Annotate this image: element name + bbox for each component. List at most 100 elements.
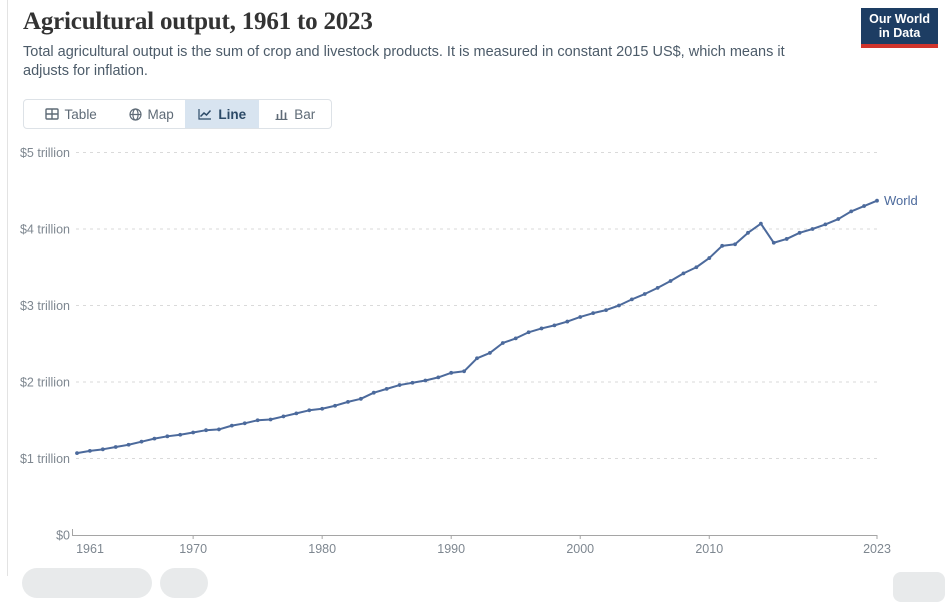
data-point[interactable] <box>475 356 479 361</box>
x-axis-label: 1990 <box>437 542 465 556</box>
series-end-label: World <box>884 193 918 208</box>
data-point[interactable] <box>397 383 402 387</box>
data-point[interactable] <box>204 428 208 433</box>
timeline-year-control[interactable] <box>160 568 208 598</box>
tab-line-label: Line <box>218 106 247 122</box>
data-point[interactable] <box>629 297 634 302</box>
data-point[interactable] <box>165 434 170 439</box>
data-point[interactable] <box>836 217 841 221</box>
data-point[interactable] <box>384 386 389 391</box>
tab-bar[interactable]: Bar <box>259 100 331 128</box>
data-point[interactable] <box>307 408 312 413</box>
line-chart-icon <box>198 109 212 120</box>
data-point[interactable] <box>875 198 879 203</box>
x-axis-label: 1980 <box>308 542 336 556</box>
chart-type-tabbar: Table Map Line Bar <box>23 99 332 129</box>
data-point[interactable] <box>539 326 544 331</box>
data-point[interactable] <box>655 286 660 290</box>
tab-map[interactable]: Map <box>117 100 185 128</box>
data-point[interactable] <box>823 222 828 227</box>
page-title: Agricultural output, 1961 to 2023 <box>23 8 373 35</box>
timeline-play-control[interactable] <box>22 568 152 598</box>
data-point[interactable] <box>552 323 557 328</box>
data-point[interactable] <box>462 369 466 374</box>
data-point[interactable] <box>488 351 492 355</box>
data-point[interactable] <box>152 436 157 441</box>
data-point[interactable] <box>100 447 105 452</box>
data-point[interactable] <box>320 406 325 411</box>
data-point[interactable] <box>139 439 144 444</box>
data-point[interactable] <box>771 240 776 245</box>
data-point[interactable] <box>604 308 608 312</box>
y-axis-label: $4 trillion <box>20 223 70 237</box>
tab-line[interactable]: Line <box>184 100 260 128</box>
y-axis-label: $2 trillion <box>20 376 70 390</box>
world-series-line[interactable] <box>76 199 878 455</box>
data-point[interactable] <box>668 279 673 283</box>
data-point[interactable] <box>784 237 789 241</box>
data-point[interactable] <box>707 256 712 260</box>
y-axis-label: $0 <box>56 529 70 543</box>
data-point[interactable] <box>862 204 866 208</box>
data-point[interactable] <box>642 292 647 296</box>
data-point[interactable] <box>281 414 286 419</box>
data-point[interactable] <box>191 430 196 435</box>
data-point[interactable] <box>617 303 621 308</box>
owid-logo-line1: Our World <box>869 12 930 26</box>
chart-header: Agricultural output, 1961 to 2023 Total … <box>23 8 863 81</box>
data-point[interactable] <box>578 315 583 319</box>
data-point[interactable] <box>371 390 376 395</box>
data-point[interactable] <box>423 378 428 383</box>
data-point[interactable] <box>242 421 247 426</box>
data-point[interactable] <box>849 209 854 214</box>
tab-bar-label: Bar <box>294 106 316 122</box>
x-axis-label: 2000 <box>566 542 594 556</box>
data-point[interactable] <box>591 311 596 316</box>
data-point[interactable] <box>526 330 531 335</box>
x-axis-label: 2023 <box>863 542 891 556</box>
data-point[interactable] <box>268 417 273 422</box>
data-point[interactable] <box>694 265 699 270</box>
data-point[interactable] <box>500 341 505 345</box>
x-axis-label: 1970 <box>179 542 207 556</box>
data-point[interactable] <box>126 442 131 447</box>
chart-subtitle: Total agricultural output is the sum of … <box>23 44 785 80</box>
data-point[interactable] <box>449 370 454 375</box>
x-axis-label: 1961 <box>76 542 104 556</box>
data-point[interactable] <box>88 448 92 453</box>
tab-table[interactable]: Table <box>24 100 117 128</box>
y-axis-label: $1 trillion <box>20 452 70 466</box>
data-point[interactable] <box>229 423 234 428</box>
owid-logo[interactable]: Our World in Data <box>861 8 938 48</box>
data-point[interactable] <box>358 396 363 401</box>
data-point[interactable] <box>333 403 337 408</box>
tab-table-label: Table <box>64 106 97 122</box>
data-point[interactable] <box>513 336 518 341</box>
data-point[interactable] <box>565 319 570 324</box>
data-point[interactable] <box>346 399 350 404</box>
owid-logo-line2: in Data <box>878 26 921 41</box>
line-chart-plot: $0 $1 trillion $2 trillion $3 trillion $4 tr… <box>20 146 918 556</box>
data-point[interactable] <box>75 451 79 456</box>
data-point[interactable] <box>733 242 737 247</box>
data-point[interactable] <box>810 227 815 231</box>
data-point[interactable] <box>410 380 415 385</box>
data-point[interactable] <box>178 432 183 437</box>
x-axis-label: 2010 <box>695 542 723 556</box>
data-point[interactable] <box>746 230 750 235</box>
data-point[interactable] <box>758 221 763 226</box>
chart-action-button[interactable] <box>893 572 945 602</box>
data-point[interactable] <box>720 243 725 248</box>
data-point[interactable] <box>294 411 299 416</box>
data-point[interactable] <box>436 375 441 380</box>
data-point[interactable] <box>255 418 260 423</box>
chart-frame-border <box>7 0 8 576</box>
y-axis-label: $3 trillion <box>20 299 70 313</box>
data-point[interactable] <box>113 445 118 449</box>
table-icon <box>44 108 59 120</box>
data-point[interactable] <box>217 427 221 432</box>
data-point[interactable] <box>681 271 686 276</box>
data-point[interactable] <box>797 230 802 235</box>
tab-map-label: Map <box>147 106 174 122</box>
y-axis-label: $5 trillion <box>20 146 70 160</box>
